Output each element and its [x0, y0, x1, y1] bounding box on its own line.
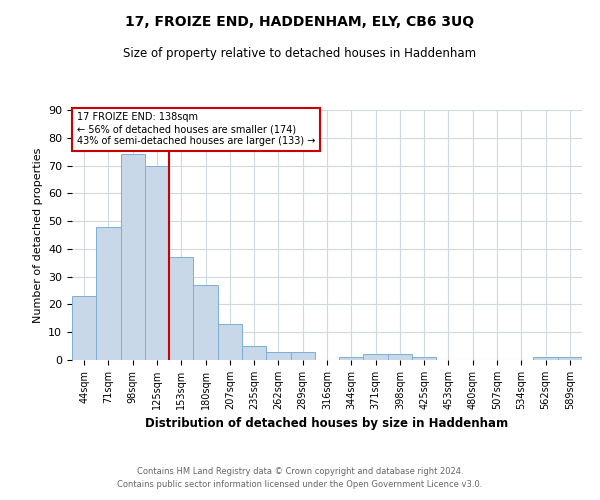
Text: Contains HM Land Registry data © Crown copyright and database right 2024.: Contains HM Land Registry data © Crown c…: [137, 467, 463, 476]
Bar: [364, 354, 388, 360]
Bar: [193, 285, 218, 360]
Y-axis label: Number of detached properties: Number of detached properties: [32, 148, 43, 322]
Bar: [290, 352, 315, 360]
Bar: [339, 357, 364, 360]
Bar: [242, 346, 266, 360]
Text: Contains public sector information licensed under the Open Government Licence v3: Contains public sector information licen…: [118, 480, 482, 489]
Text: 17 FROIZE END: 138sqm
← 56% of detached houses are smaller (174)
43% of semi-det: 17 FROIZE END: 138sqm ← 56% of detached …: [77, 112, 316, 146]
Bar: [72, 296, 96, 360]
Bar: [96, 226, 121, 360]
Bar: [218, 324, 242, 360]
Text: 17, FROIZE END, HADDENHAM, ELY, CB6 3UQ: 17, FROIZE END, HADDENHAM, ELY, CB6 3UQ: [125, 15, 475, 29]
Bar: [169, 257, 193, 360]
Bar: [533, 357, 558, 360]
Bar: [558, 357, 582, 360]
Bar: [412, 357, 436, 360]
Bar: [121, 154, 145, 360]
Text: Size of property relative to detached houses in Haddenham: Size of property relative to detached ho…: [124, 48, 476, 60]
Bar: [388, 354, 412, 360]
Bar: [266, 352, 290, 360]
Bar: [145, 166, 169, 360]
X-axis label: Distribution of detached houses by size in Haddenham: Distribution of detached houses by size …: [145, 418, 509, 430]
